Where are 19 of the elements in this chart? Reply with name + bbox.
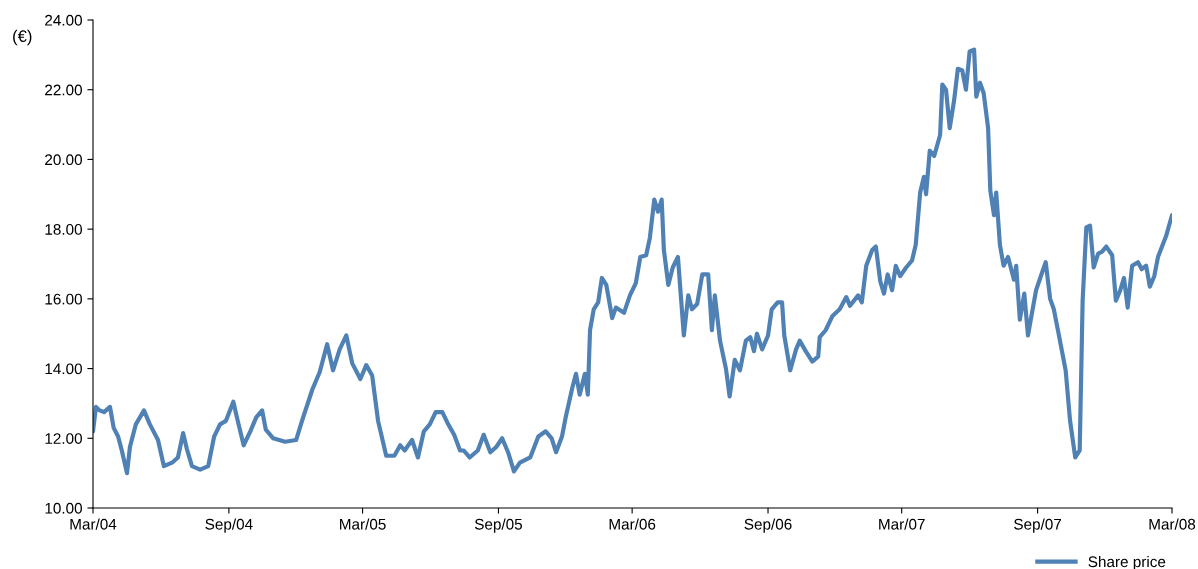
x-tick-label: Sep/05: [474, 518, 523, 533]
y-tick-label: 18.00: [45, 224, 82, 235]
x-tick-label: Sep/04: [205, 518, 253, 533]
y-tick-label: 20.00: [45, 154, 82, 166]
y-tick-label: 22.00: [45, 84, 82, 96]
y-tick-label: 16.00: [45, 293, 82, 305]
x-tick-label: Mar/04: [70, 518, 117, 530]
x-tick-label: Sep/06: [744, 518, 792, 533]
y-tick-label: 10.00: [45, 502, 82, 514]
y-tick-label: 14.00: [45, 363, 82, 375]
x-tick-label: Sep/07: [1014, 518, 1062, 533]
y-tick-label: 24.00: [45, 14, 82, 26]
x-tick-label: Mar/06: [609, 518, 656, 530]
line-series: [93, 47, 1172, 476]
x-tick-label: Mar/07: [879, 518, 925, 530]
y-tick-label: 12.00: [45, 433, 82, 444]
y-axis-title: (€): [13, 29, 32, 46]
x-tick-label: Mar/08: [1149, 518, 1196, 530]
x-tick-label: Mar/05: [340, 518, 386, 530]
